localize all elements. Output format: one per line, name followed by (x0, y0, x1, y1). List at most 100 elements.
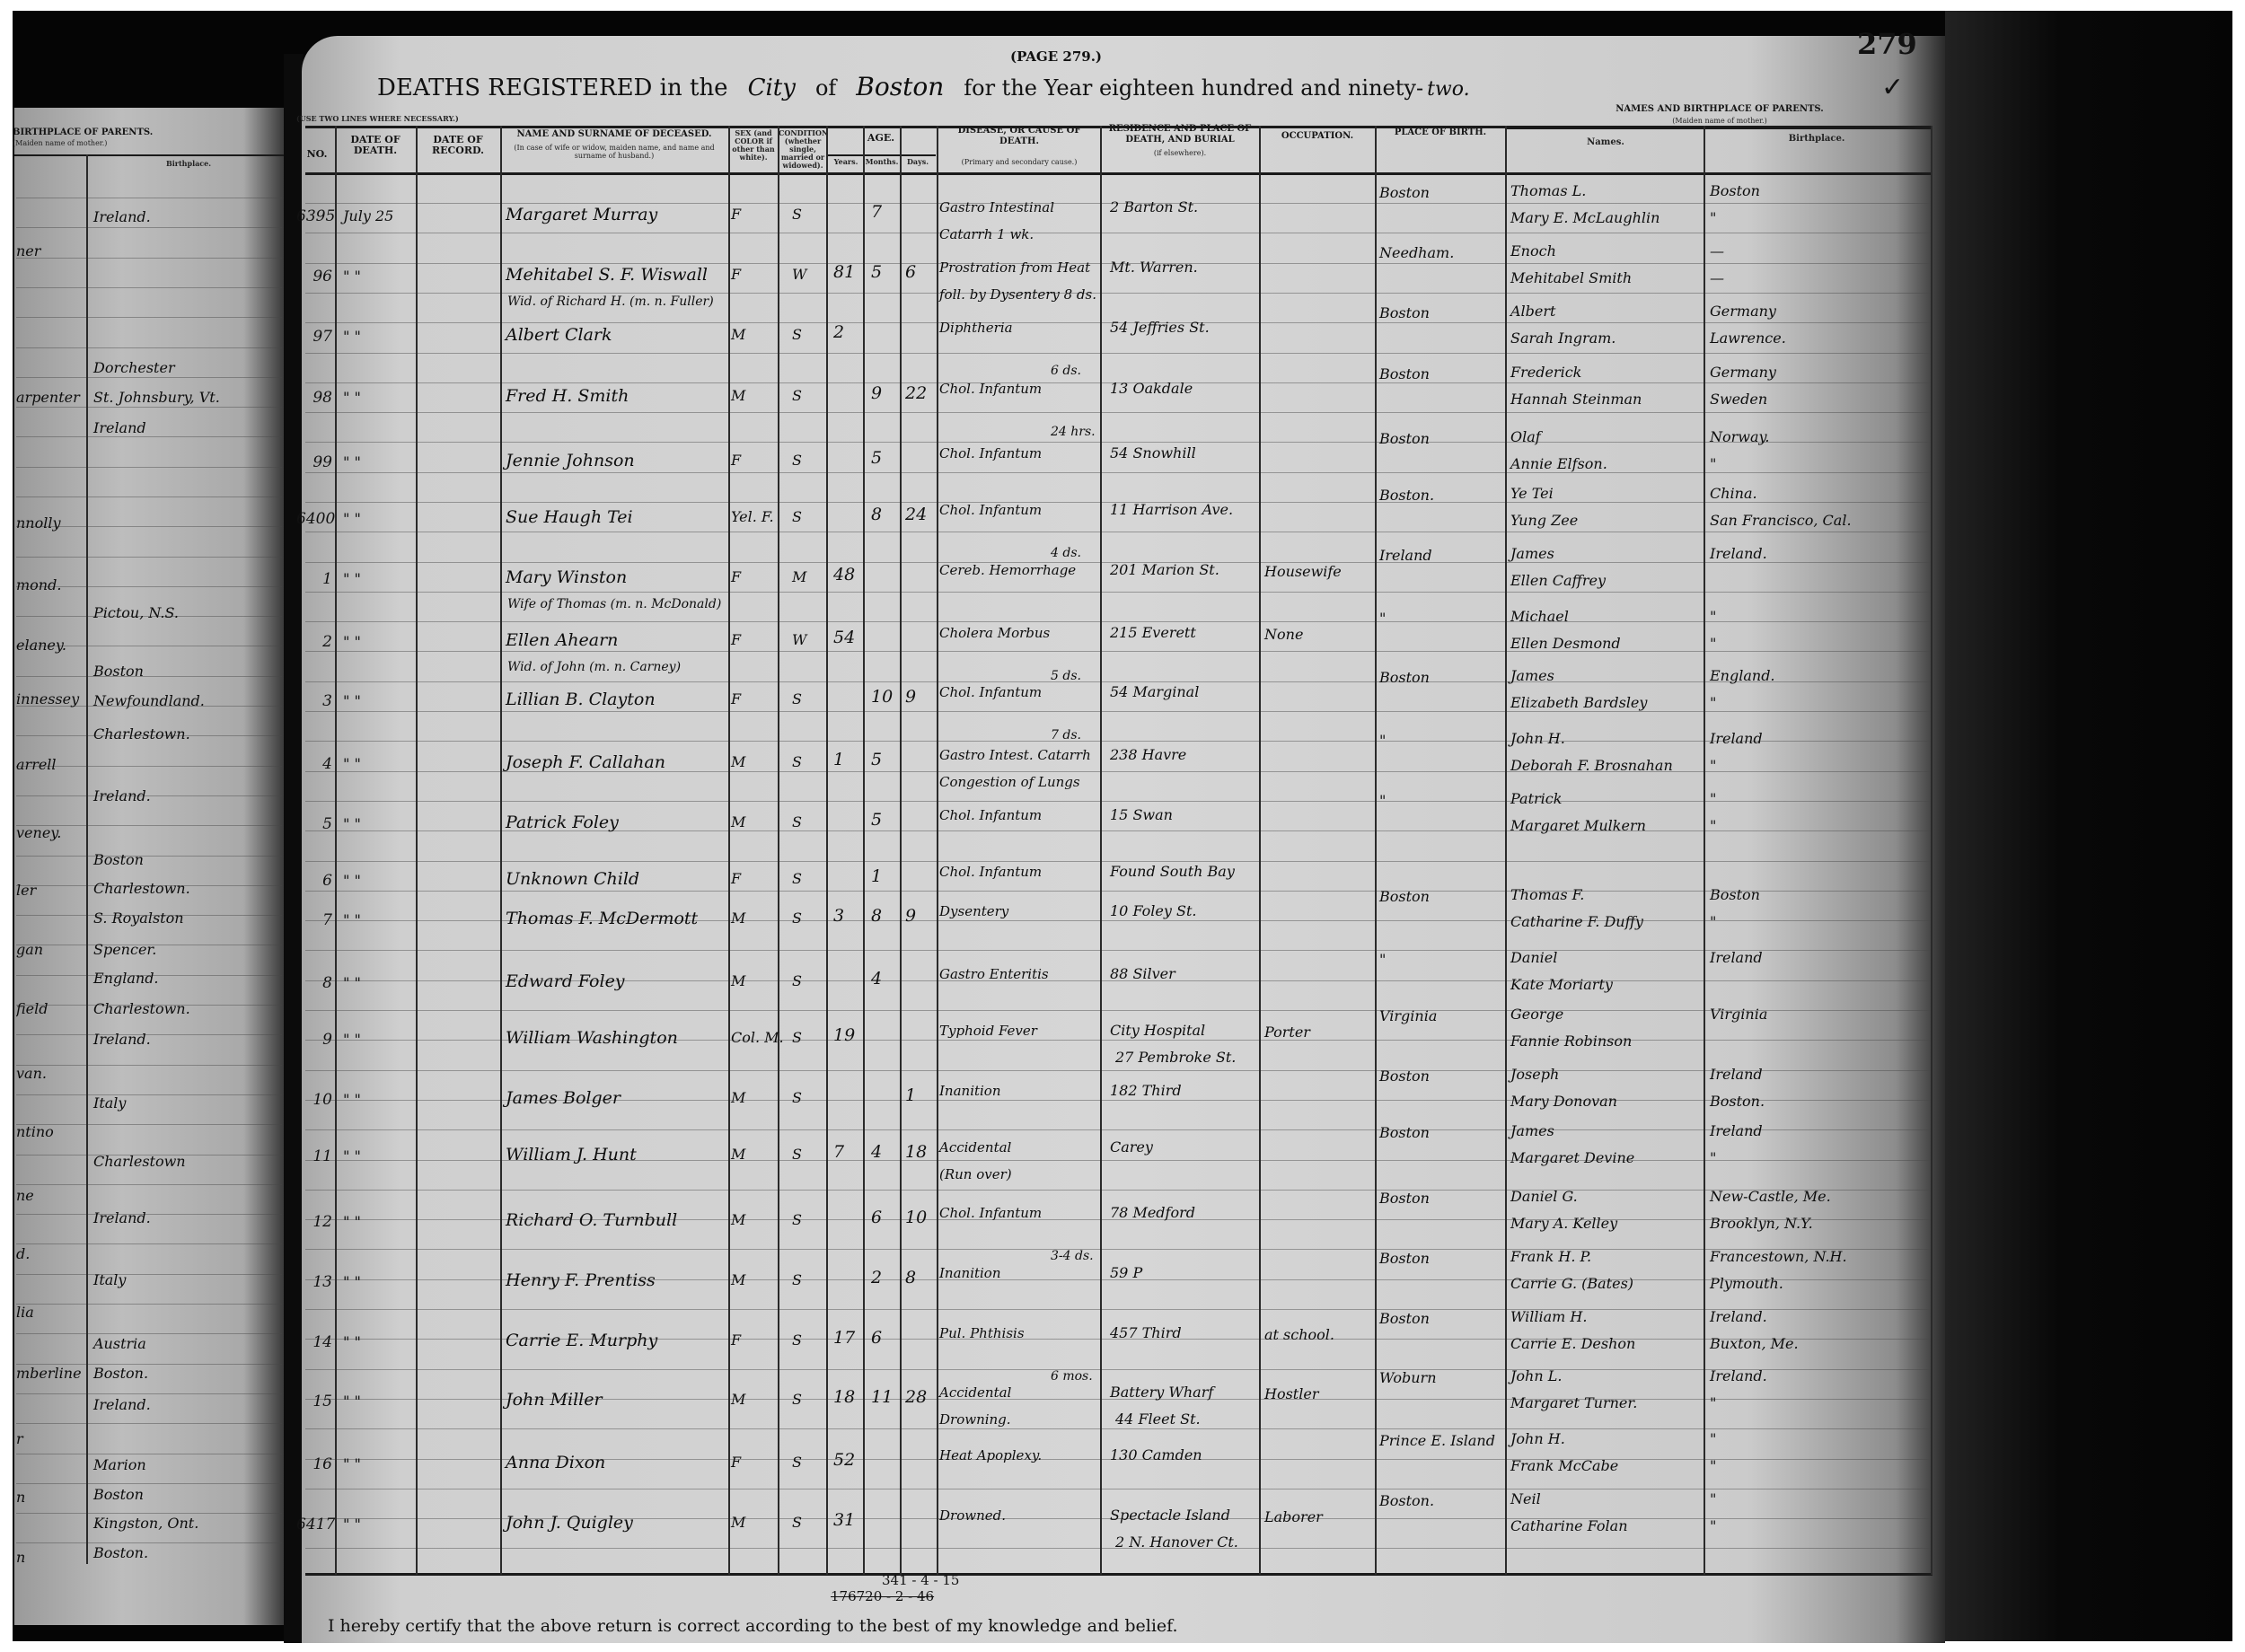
ruled-line (305, 1428, 1932, 1429)
ruled-line (305, 382, 1932, 383)
left-page-birthplace: Boston (93, 663, 144, 680)
record-number: 4 (322, 755, 332, 773)
place-of-birth: Boston. (1379, 487, 1435, 504)
illness-duration: 3-4 ds. (1051, 1249, 1094, 1263)
year-suffix: two. (1427, 78, 1470, 101)
mother-name: Fannie Robinson (1510, 1032, 1633, 1050)
left-page-birthplace: Ireland. (93, 787, 151, 804)
record-number: 5 (322, 815, 332, 833)
left-page-birthplace: Kingston, Ont. (93, 1515, 199, 1532)
father-name: Enoch (1510, 242, 1556, 259)
left-column-divider (86, 154, 88, 1564)
column-divider (1704, 126, 1705, 1575)
age-years: 3 (833, 906, 845, 926)
place-of-birth: Virginia (1379, 1007, 1438, 1024)
col-residence-note: (if elsewhere). (1153, 149, 1207, 157)
record-number: 6400 (296, 510, 336, 528)
deceased-name: Mary Winston (506, 567, 628, 587)
age-days: 1 (905, 1085, 917, 1105)
residence: Found South Bay (1110, 863, 1235, 880)
record-number: 6395 (296, 207, 336, 225)
disease: Prostration from Heat (939, 259, 1091, 276)
sex: M (731, 909, 746, 927)
col-occupation: OCCUPATION. (1281, 131, 1354, 141)
ruled-line (16, 1333, 282, 1334)
residence: 238 Havre (1110, 746, 1187, 763)
father-birthplace: England. (1710, 667, 1775, 684)
book-gutter (284, 54, 304, 1643)
left-page-birthplace: Boston (93, 1486, 144, 1503)
register-title-row: DEATHS REGISTERED in the City of Boston … (377, 72, 1470, 101)
ruled-line (305, 1309, 1932, 1310)
column-divider (1931, 126, 1932, 1575)
deceased-name: John J. Quigley (506, 1513, 633, 1533)
parents-sub-line (1507, 127, 1932, 129)
ruled-line (16, 317, 282, 318)
father-name: Albert (1510, 303, 1556, 320)
left-page-birthplace: Pictou, N.S. (93, 604, 179, 621)
left-page-birthplace: Newfoundland. (93, 692, 205, 709)
mother-birthplace: " (1710, 209, 1717, 226)
disease: Gastro Enteritis (939, 966, 1049, 982)
record-number: 15 (313, 1393, 332, 1410)
left-page-birthplace: St. Johnsbury, Vt. (93, 389, 220, 406)
residence: 59 P (1110, 1264, 1143, 1281)
record-number: 9 (322, 1031, 332, 1049)
mother-birthplace: " (1710, 817, 1717, 834)
condition: S (792, 909, 802, 927)
deceased-name: Mehitabel S. F. Wiswall (506, 265, 708, 285)
header-top-line (305, 126, 1932, 128)
mother-name: Deborah F. Brosnahan (1510, 757, 1673, 774)
left-page-birthplace: Charlestown (93, 1153, 186, 1170)
place-of-birth: " (1379, 610, 1387, 627)
deceased-name: Sue Haugh Tei (506, 507, 633, 527)
age-months: 5 (871, 810, 883, 830)
ruled-line (305, 1518, 1932, 1519)
age-months: 10 (871, 687, 894, 707)
column-divider (500, 126, 502, 1575)
father-birthplace: Ireland (1710, 1066, 1763, 1083)
mother-name: Mehitabel Smith (1510, 269, 1633, 286)
ruled-line (305, 980, 1932, 981)
age-days: 10 (905, 1208, 928, 1227)
left-page-name-fragment: van. (16, 1065, 47, 1082)
ruled-line (16, 1423, 282, 1424)
left-page-header-note: (Maiden name of mother.) (13, 139, 108, 147)
left-page-birthplace: Ireland. (93, 1209, 151, 1226)
date-of-death: " " (343, 1091, 361, 1108)
place-of-birth: Needham. (1379, 244, 1455, 261)
left-page-birthplace: Ireland. (93, 1031, 151, 1048)
ruled-line (16, 1243, 282, 1244)
ruled-line (305, 950, 1932, 951)
age-years: 52 (833, 1450, 856, 1470)
disease: Diphtheria (939, 320, 1013, 336)
sex: Col. M. (731, 1029, 784, 1046)
disease-secondary: Congestion of Lungs (939, 774, 1080, 790)
ruled-line (305, 711, 1932, 712)
record-number: 16 (313, 1455, 332, 1473)
mother-birthplace: " (1710, 1517, 1717, 1534)
year-phrase: for the Year eighteen hundred and ninety… (964, 75, 1469, 101)
col-age-days: Days. (906, 157, 929, 166)
left-page-birthplace: Ireland. (93, 208, 151, 225)
col-age: AGE. (867, 132, 895, 144)
ruled-line (305, 1160, 1932, 1161)
column-divider (1100, 126, 1102, 1575)
father-name: George (1510, 1006, 1564, 1023)
left-header-line (14, 154, 284, 156)
left-page-name-fragment: gan (16, 941, 44, 958)
ruled-line (16, 1513, 282, 1514)
mother-birthplace: " (1710, 635, 1717, 652)
father-birthplace: Ireland (1710, 949, 1763, 966)
record-number: 97 (313, 328, 332, 346)
left-page-birthplace: Ireland. (93, 1396, 151, 1413)
left-page-birthplace: Boston. (93, 1365, 149, 1382)
ruled-line (16, 1393, 282, 1394)
column-divider (1505, 126, 1507, 1575)
father-name: Michael (1510, 608, 1569, 625)
illness-duration: 4 ds. (1051, 546, 1081, 560)
age-months: 5 (871, 262, 883, 282)
place-of-birth: Boston (1379, 669, 1430, 686)
father-name: Frederick (1510, 364, 1582, 381)
column-divider (416, 126, 418, 1575)
